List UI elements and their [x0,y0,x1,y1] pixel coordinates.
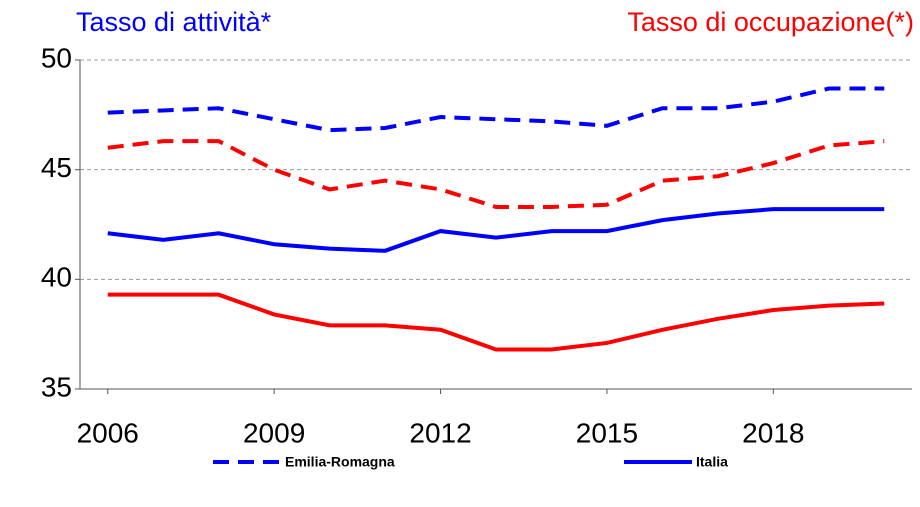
legend-label: Italia [696,454,728,470]
series-line [107,139,885,209]
legend-label: Emilia-Romagna [285,454,395,470]
x-tick-label: 2015 [576,417,638,448]
series-line [107,86,885,133]
right-title: Tasso di occupazione(*) [627,7,914,37]
x-tick-label: 2012 [409,417,471,448]
x-tick-label: 2006 [77,417,139,448]
y-tick-label: 50 [41,42,72,73]
x-tick-label: 2018 [742,417,804,448]
series-line [107,207,885,253]
x-tick-label: 2009 [243,417,305,448]
series-line [107,292,885,352]
y-tick-label: 35 [41,371,72,402]
left-title: Tasso di attività* [76,7,272,37]
y-tick-label: 45 [41,152,72,183]
y-tick-label: 40 [41,262,72,293]
